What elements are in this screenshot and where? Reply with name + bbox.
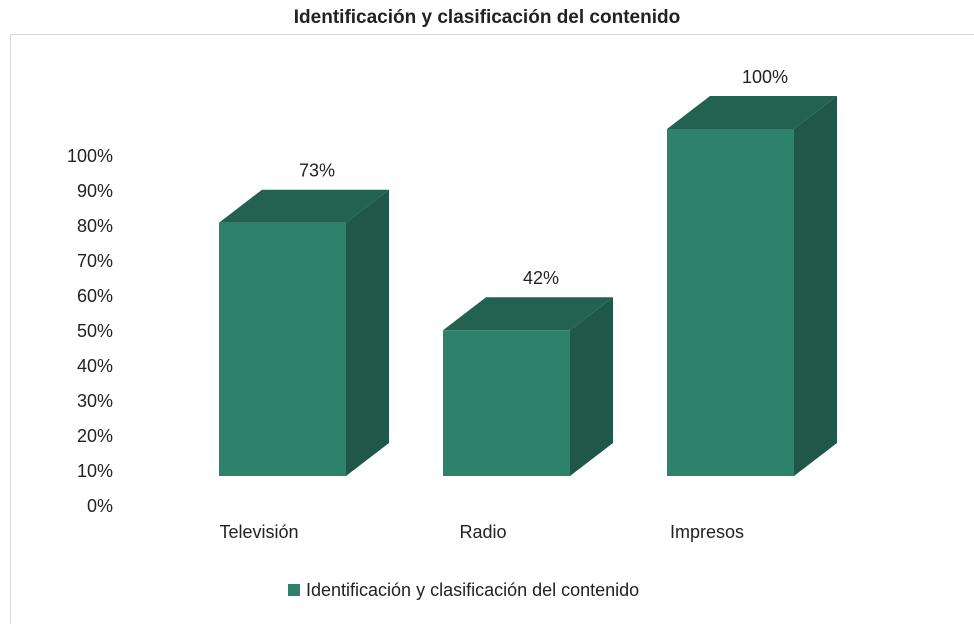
bar-top (443, 297, 613, 331)
y-tick-label: 30% (77, 391, 113, 411)
legend-label: Identificación y clasificación del conte… (306, 580, 639, 600)
bar (219, 222, 346, 476)
y-tick-label: 20% (77, 426, 113, 446)
data-label: 100% (742, 67, 788, 87)
bar (443, 330, 570, 476)
bar-top (667, 96, 837, 129)
y-tick-label: 0% (87, 496, 113, 516)
y-tick-label: 70% (77, 251, 113, 271)
data-label: 42% (523, 268, 559, 288)
x-tick-label: Televisión (219, 522, 298, 542)
y-tick-label: 100% (67, 146, 113, 166)
chart-border (10, 34, 974, 624)
bar-side (570, 297, 613, 476)
bar (667, 129, 794, 476)
bar-side (346, 189, 389, 476)
chart-title: Identificación y clasificación del conte… (294, 7, 680, 28)
y-tick-label: 10% (77, 461, 113, 481)
y-tick-label: 80% (77, 216, 113, 236)
x-tick-label: Impresos (670, 522, 744, 542)
data-label: 73% (299, 160, 335, 180)
x-tick-label: Radio (459, 522, 506, 542)
y-tick-label: 60% (77, 286, 113, 306)
bar-top (219, 189, 389, 223)
y-tick-label: 50% (77, 321, 113, 341)
legend-swatch (288, 584, 300, 596)
y-tick-label: 40% (77, 356, 113, 376)
bar-side (794, 96, 837, 476)
y-tick-label: 90% (77, 181, 113, 201)
